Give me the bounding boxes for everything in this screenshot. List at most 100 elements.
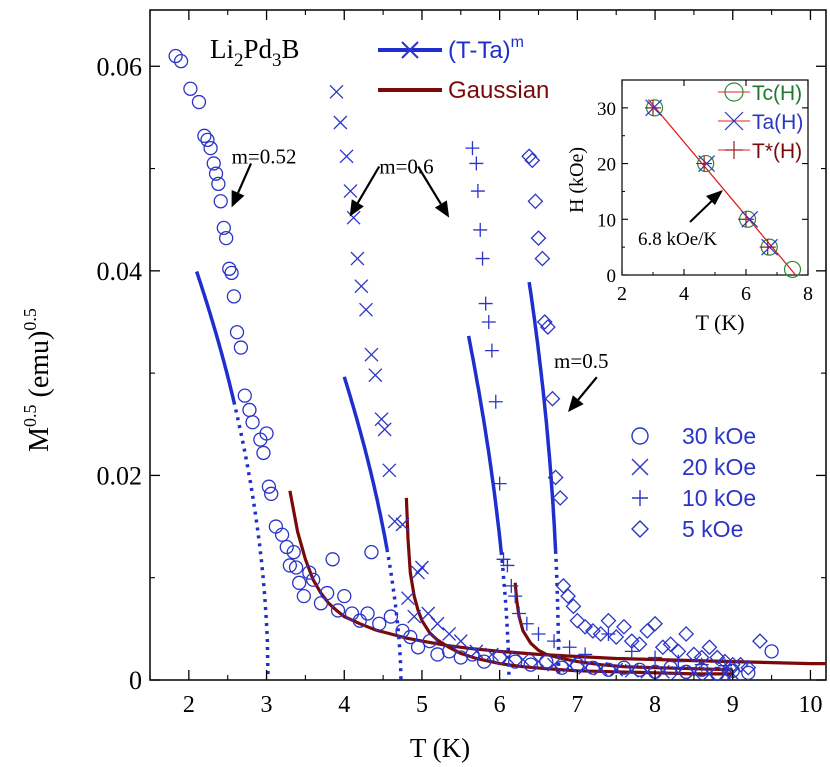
point-plus-2-11 (500, 558, 515, 573)
x-axis-label: T (K) (410, 733, 470, 763)
arrow-head-3 (568, 395, 584, 412)
point-x-1-33 (624, 663, 639, 678)
point-circle-0-26 (268, 519, 284, 534)
main-plot: 2 3 4 5 6 7 8 9 10 00.020.040.06 m=0.52 m=0.6m=0.… (20, 9, 827, 763)
point-x-1-16 (407, 609, 422, 624)
point-circle-0-55 (476, 654, 492, 669)
point-diamond-3-25 (662, 636, 679, 653)
legend-fit-marker (401, 41, 419, 59)
point-circle-0-44 (364, 544, 379, 560)
legend-fit-label: (T-Ta)m (448, 34, 524, 64)
point-plus-2-23 (671, 654, 686, 669)
inset-y-tick-label: 0 (607, 266, 617, 287)
inset-point-plus-0 (645, 99, 661, 116)
point-circle-0-23 (259, 426, 274, 441)
point-circle-0-49 (410, 640, 426, 655)
inset-legend-marker-plus (725, 141, 743, 159)
data-points (168, 48, 779, 682)
x-tick-label: 2 (183, 692, 195, 718)
annotations: m=0.52 m=0.6 m=0.5 (232, 144, 609, 373)
point-plus-2-13 (508, 589, 523, 604)
point-x-1-21 (442, 627, 457, 641)
fit-dotted-0 (232, 401, 270, 681)
point-diamond-3-27 (678, 626, 695, 642)
point-circle-0-38 (325, 552, 340, 567)
fit-dotted-1 (385, 548, 403, 681)
annotation-m-2: m=0.5 (554, 349, 608, 373)
point-diamond-3-34 (732, 656, 749, 673)
point-circle-0-48 (403, 629, 418, 645)
point-circle-0-33 (296, 588, 311, 604)
legend-marker-plus (632, 490, 648, 506)
point-x-1-34 (640, 664, 655, 679)
point-circle-0-41 (344, 606, 360, 621)
inset-legend-label: Tc(H) (752, 82, 802, 105)
point-circle-0-27 (274, 527, 290, 542)
fit-solid-0 (194, 270, 236, 403)
point-circle-0-42 (352, 613, 367, 628)
point-plus-2-7 (484, 343, 499, 358)
point-plus-2-17 (547, 634, 562, 649)
x-tick-label: 3 (261, 692, 273, 718)
point-plus-2-4 (475, 251, 490, 266)
x-tick-label: 7 (571, 692, 583, 718)
point-plus-2-10 (496, 552, 511, 567)
point-diamond-3-31 (709, 649, 726, 666)
point-plus-2-6 (481, 314, 496, 329)
point-x-1-20 (430, 616, 445, 631)
point-x-1-22 (453, 634, 468, 649)
point-diamond-3-7 (544, 390, 561, 407)
point-x-1-11 (377, 422, 392, 437)
point-circle-0-58 (523, 657, 538, 672)
point-plus-2-0 (465, 141, 480, 156)
fit-solid-1 (342, 376, 389, 550)
inset-y-label: H (kOe) (566, 147, 588, 213)
y-axis-label: M0.5 (emu)0.5 (20, 308, 55, 452)
x-tick-label: 5 (416, 692, 428, 718)
point-diamond-3-22 (639, 622, 656, 639)
point-circle-0-22 (256, 445, 271, 461)
inset-x-tick-label: 8 (803, 283, 813, 305)
point-diamond-3-8 (547, 469, 564, 486)
legend-field-label: 30 kOe (682, 423, 756, 449)
point-x-1-28 (547, 657, 562, 672)
point-circle-0-2 (183, 81, 198, 96)
inset-x-tick-label: 2 (617, 283, 627, 305)
point-circle-0-52 (441, 644, 457, 659)
legend-gaussian-label: Gaussian (448, 77, 549, 104)
legend-marker-circle (631, 427, 649, 445)
point-x-1-36 (671, 665, 686, 680)
arrow-line-3 (577, 376, 598, 401)
point-x-1-18 (414, 560, 429, 575)
point-circle-0-7 (206, 156, 221, 171)
inset-x-tick-label: 6 (741, 283, 751, 305)
point-x-1-9 (368, 368, 383, 383)
point-x-1-35 (655, 664, 670, 679)
point-diamond-3-10 (555, 577, 572, 594)
inset-legend-marker-x (724, 111, 744, 131)
arrow-line-0 (237, 162, 253, 194)
point-plus-2-9 (492, 476, 507, 491)
material-label: Li2Pd3B (210, 34, 300, 71)
point-plus-2-16 (531, 626, 546, 641)
point-x-1-29 (562, 658, 577, 673)
gaussian-curves (288, 490, 826, 676)
x-tick-label: 4 (338, 692, 350, 718)
point-diamond-3-6 (539, 319, 556, 336)
inset-legend: Tc(H) Ta(H) T*(H) (718, 82, 803, 163)
inset-point-plus-2 (738, 211, 754, 228)
legend-field-label: 5 kOe (682, 516, 743, 542)
point-plus-2-3 (473, 222, 488, 237)
point-x-1-38 (702, 666, 717, 681)
power-law-fits (194, 270, 561, 681)
point-circle-0-40 (337, 588, 352, 604)
inset-point-plus-1 (696, 155, 713, 172)
point-x-1-0 (329, 84, 344, 99)
point-circle-0-4 (197, 128, 212, 143)
x-axis-ticks: 2 3 4 5 6 7 8 9 10 (149, 10, 822, 718)
point-x-1-6 (354, 279, 369, 294)
legend-field-label: 10 kOe (682, 485, 756, 511)
point-circle-0-46 (383, 609, 399, 624)
point-diamond-3-3 (530, 230, 547, 247)
point-diamond-3-12 (565, 598, 582, 615)
